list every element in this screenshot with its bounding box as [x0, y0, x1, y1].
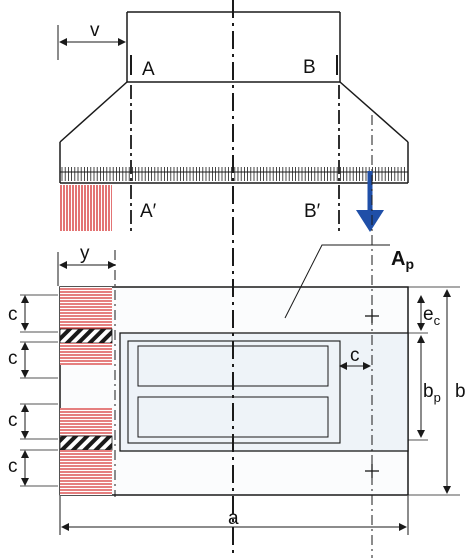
red-strip-1	[60, 287, 112, 329]
dim-v: v	[57, 20, 126, 60]
red-strip-4	[60, 450, 112, 495]
column-edge-marks	[130, 55, 338, 75]
Ap-leader: Ap	[284, 244, 414, 319]
down-arrow-icon	[356, 171, 384, 232]
dim-c-left: c c c c	[8, 294, 58, 487]
dim-y: y	[57, 243, 116, 286]
footing-top	[59, 81, 409, 184]
label-bp: bp	[423, 381, 441, 405]
dim-b: b	[408, 286, 466, 496]
label-Ap: Ap	[391, 248, 414, 272]
dim-bp: bp	[408, 335, 441, 441]
black-hatch-2	[59, 435, 113, 451]
label-A: A	[142, 59, 155, 80]
label-B: B	[303, 57, 316, 78]
label-ec: ec	[423, 304, 441, 328]
red-rebar-section-elevation	[60, 185, 112, 231]
dim-c-inner: c	[339, 345, 371, 370]
label-c-3: c	[8, 410, 18, 431]
red-strip-2	[60, 343, 112, 365]
label-B-prime: B′	[304, 201, 321, 222]
label-c-2: c	[8, 348, 18, 369]
black-hatch-1	[59, 328, 113, 344]
centerlines	[114, 0, 373, 558]
label-y: y	[80, 243, 90, 264]
label-b: b	[455, 381, 466, 402]
label-c-4: c	[8, 456, 18, 477]
label-c-inner: c	[350, 345, 360, 366]
dim-ec: ec	[408, 295, 441, 334]
label-a: a	[228, 508, 239, 529]
label-A-prime: A′	[140, 201, 157, 222]
label-c-1: c	[8, 304, 18, 325]
label-v: v	[90, 20, 100, 41]
red-strip-3	[60, 408, 112, 436]
inner-beams	[119, 332, 409, 452]
